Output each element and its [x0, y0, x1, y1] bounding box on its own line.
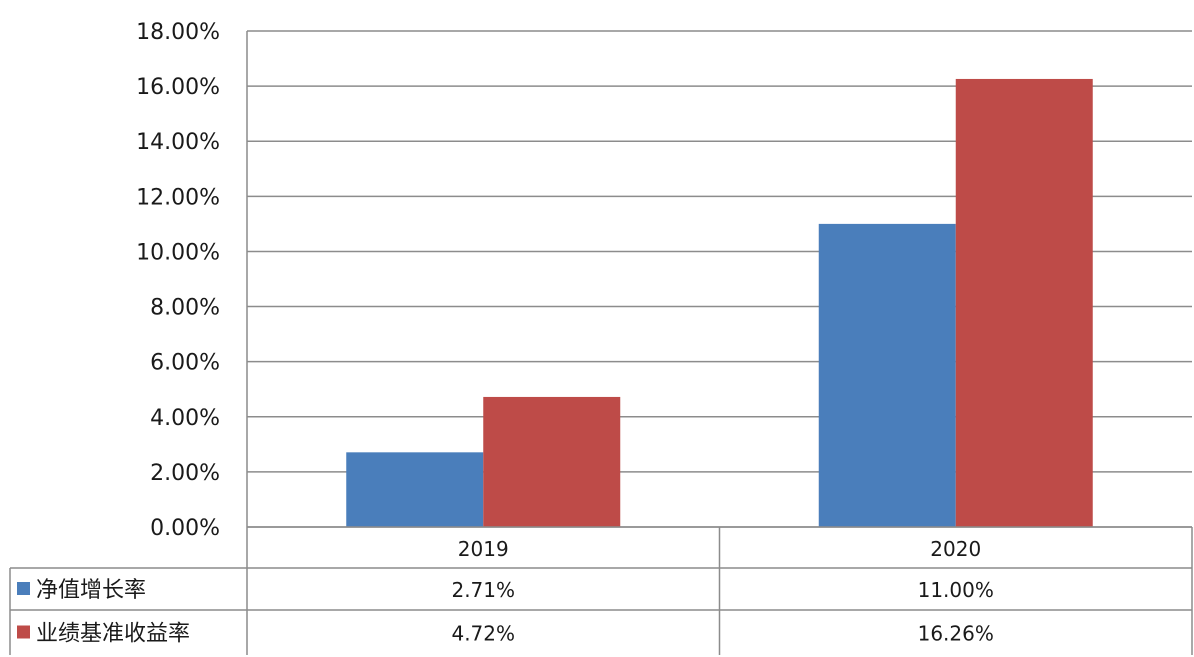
legend-swatch — [17, 625, 30, 639]
y-tick-label: 14.00% — [136, 130, 220, 155]
bar-2019-series-0 — [346, 452, 484, 527]
y-tick-label: 4.00% — [150, 406, 220, 431]
y-tick-label: 12.00% — [136, 185, 220, 210]
data-table-value: 2.71% — [451, 578, 515, 602]
y-tick-label: 10.00% — [136, 240, 220, 265]
y-tick-label: 18.00% — [136, 20, 220, 45]
legend-label: 净值增长率 — [36, 578, 146, 603]
y-tick-label: 0.00% — [150, 516, 220, 541]
y-tick-label: 2.00% — [150, 461, 220, 486]
data-table-value: 16.26% — [918, 622, 994, 646]
data-table: 2019 2020 净值增长率 2.71% 11.00% 业绩基准收益率 4.72% 16.2… — [9, 526, 1193, 655]
x-category-label: 2019 — [458, 537, 509, 561]
y-tick-label: 8.00% — [150, 296, 220, 321]
bars — [346, 78, 1093, 528]
y-tick-label: 6.00% — [150, 351, 220, 376]
bar-2020-series-1 — [955, 78, 1093, 528]
legend-label: 业绩基准收益率 — [36, 622, 190, 647]
bar-2020-series-0 — [818, 223, 956, 527]
legend-swatch — [17, 582, 30, 595]
y-axis-tick-labels: 0.00% 2.00% 4.00% 6.00% 8.00% 10.00% 12.00% 14.… — [136, 20, 220, 541]
x-category-label: 2020 — [930, 537, 981, 561]
bar-2019-series-1 — [483, 396, 621, 527]
data-table-value: 11.00% — [918, 578, 994, 602]
data-table-value: 4.72% — [451, 622, 515, 646]
y-tick-label: 16.00% — [136, 75, 220, 100]
